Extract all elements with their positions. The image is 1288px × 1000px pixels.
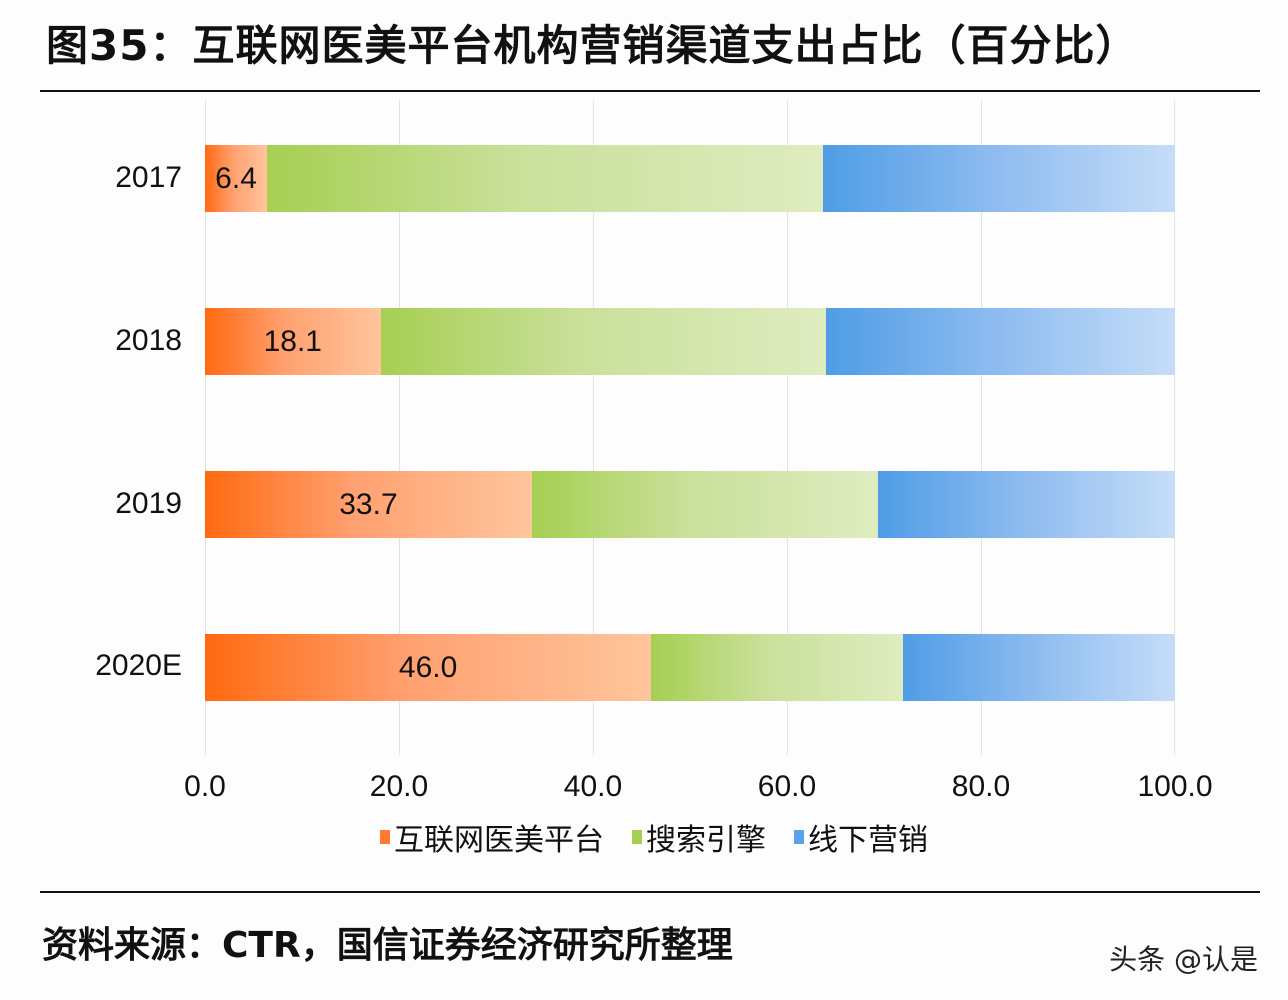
segment-internet-platform: 6.4 — [205, 145, 268, 212]
value-label: 6.4 — [215, 161, 257, 195]
x-tick: 80.0 — [951, 770, 1011, 803]
source-note: 资料来源：CTR，国信证券经济研究所整理 — [42, 925, 733, 966]
legend-label: 搜索引擎 — [646, 823, 766, 858]
segment-internet-platform: 46.0 — [205, 634, 652, 701]
segment-offline-marketing — [825, 308, 1175, 375]
legend-item-offline-marketing: 线下营销 — [794, 815, 928, 859]
value-label: 46.0 — [398, 650, 458, 684]
source-divider — [40, 891, 1260, 893]
x-tick: 0.0 — [184, 770, 226, 803]
row-label-2019: 2019 — [115, 487, 182, 520]
legend: 互联网医美平台 搜索引擎 线下营销 — [380, 815, 928, 859]
segment-internet-platform: 33.7 — [205, 471, 532, 538]
bar-2020e: 46.0 — [205, 634, 1175, 701]
x-tick: 100.0 — [1137, 770, 1213, 803]
segment-internet-platform: 18.1 — [205, 308, 381, 375]
gridline-40 — [593, 100, 594, 755]
legend-swatch — [632, 830, 642, 844]
value-label: 18.1 — [263, 324, 322, 358]
gridline-80 — [981, 100, 982, 755]
x-tick: 20.0 — [369, 770, 429, 803]
gridline-60 — [787, 100, 788, 755]
gridline-0 — [205, 100, 206, 755]
bar-2019: 33.7 — [205, 471, 1175, 538]
x-tick: 60.0 — [757, 770, 817, 803]
segment-search-engine — [651, 634, 904, 701]
x-tick: 40.0 — [563, 770, 623, 803]
legend-label: 线下营销 — [808, 823, 928, 858]
chart-title: 图35：互联网医美平台机构营销渠道支出占比（百分比） — [46, 21, 1139, 70]
legend-item-search-engine: 搜索引擎 — [632, 815, 766, 859]
row-label-2018: 2018 — [115, 324, 182, 357]
value-label: 33.7 — [339, 487, 398, 521]
legend-label: 互联网医美平台 — [394, 823, 604, 858]
legend-swatch — [380, 830, 390, 844]
plot-area — [205, 100, 1175, 755]
watermark: 头条 @认是 — [1109, 943, 1258, 976]
segment-search-engine — [531, 471, 879, 538]
segment-offline-marketing — [903, 634, 1175, 701]
segment-offline-marketing — [822, 145, 1175, 212]
legend-item-internet-platform: 互联网医美平台 — [380, 815, 604, 859]
row-label-2017: 2017 — [115, 161, 182, 194]
title-divider — [40, 90, 1260, 92]
bar-2017: 6.4 — [205, 145, 1175, 212]
segment-search-engine — [267, 145, 823, 212]
bar-2018: 18.1 — [205, 308, 1175, 375]
legend-swatch — [794, 830, 804, 844]
segment-search-engine — [380, 308, 826, 375]
row-label-2020e: 2020E — [95, 649, 182, 682]
gridline-100 — [1174, 100, 1175, 755]
gridline-20 — [399, 100, 400, 755]
segment-offline-marketing — [878, 471, 1175, 538]
